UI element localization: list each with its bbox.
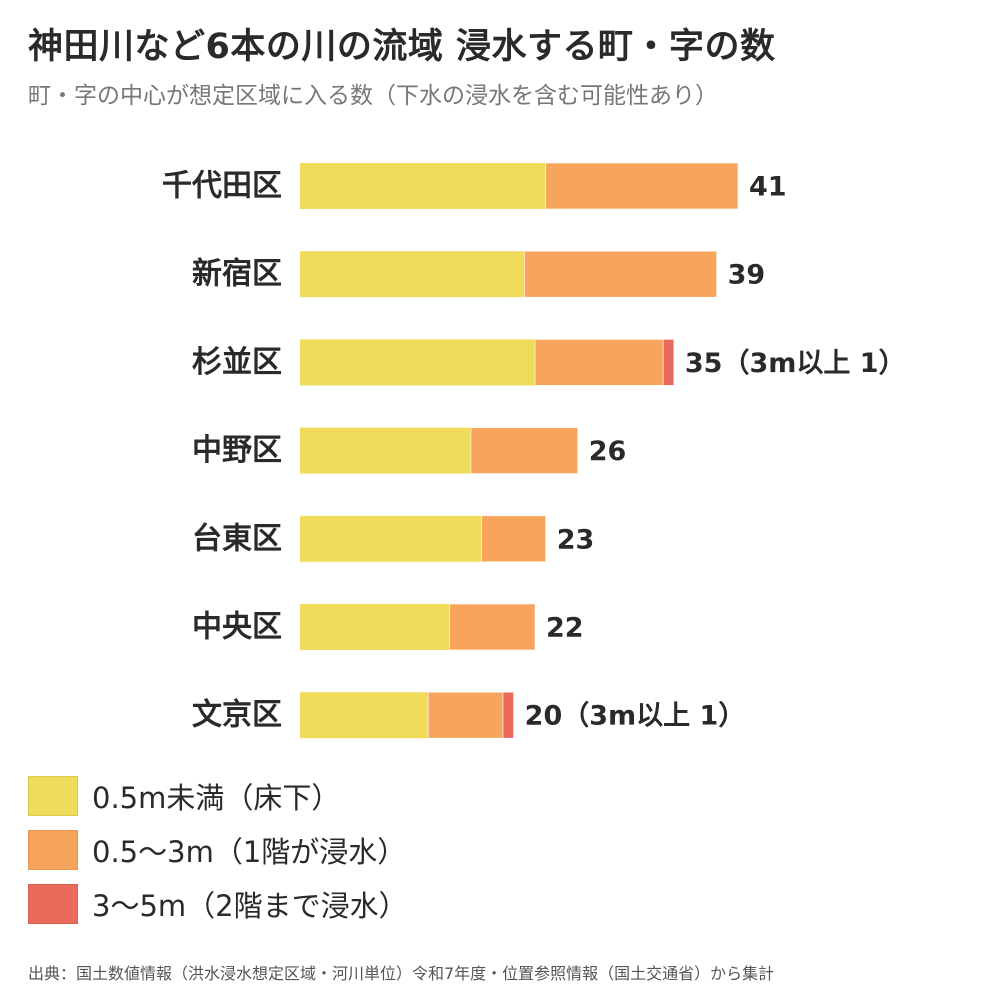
- bar-segment-bunkyo-s1: [300, 692, 429, 739]
- legend: 0.5m未満（床下） 0.5〜3m（1階が浸水） 3〜5m（2階まで浸水）: [28, 776, 408, 938]
- bar-segment-suginami-s1: [300, 339, 536, 386]
- category-label-chuo: 中央区: [192, 610, 282, 645]
- legend-item-05-to-3m: 0.5〜3m（1階が浸水）: [28, 830, 408, 870]
- bar-segment-chuo-s2: [449, 603, 536, 651]
- bar-segment-bunkyo-s3: [502, 691, 514, 739]
- category-label-suginami: 杉並区: [192, 345, 282, 380]
- bar-segment-chuo-s1: [300, 604, 450, 650]
- legend-item-3-to-5m: 3〜5m（2階まで浸水）: [28, 884, 408, 924]
- legend-swatch-05-to-3m: [28, 830, 78, 870]
- stacked-bar-chart: 千代田区 41 新宿区 39 杉並区 35（3m以上 1） 中野区 26 台東区 23 中央区 22 文…: [162, 162, 906, 739]
- value-label-chuo: 22: [546, 613, 584, 644]
- category-label-taito: 台東区: [192, 521, 282, 556]
- bar-segment-suginami-s3: [662, 339, 675, 386]
- source-note: 出典：国土数値情報（洪水浸水想定区域・河川単位）令和7年度・位置参照情報（国土交…: [28, 964, 775, 983]
- bar-segment-shinjuku-s1: [300, 251, 525, 298]
- bar-segment-shinjuku-s2: [524, 250, 717, 298]
- bar-segment-nakano-s2: [470, 427, 579, 474]
- category-label-chiyoda: 千代田区: [162, 169, 282, 204]
- bar-segment-taito-s2: [481, 515, 547, 563]
- bar-segment-chiyoda-s1: [300, 163, 546, 209]
- bar-segment-suginami-s2: [534, 339, 664, 386]
- chart-title: 神田川など6本の川の流域 浸水する町・字の数: [28, 27, 776, 67]
- chart-subtitle: 町・字の中心が想定区域に入る数（下水の浸水を含む可能性あり）: [28, 83, 718, 109]
- value-label-nakano: 26: [589, 436, 627, 467]
- legend-label-3-to-5m: 3〜5m（2階まで浸水）: [92, 889, 408, 923]
- bar-segment-nakano-s1: [300, 427, 471, 474]
- bar-segment-chiyoda-s2: [545, 162, 739, 210]
- legend-swatch-under-05m: [28, 776, 78, 816]
- legend-label-under-05m: 0.5m未満（床下）: [92, 781, 341, 815]
- bar-segment-taito-s1: [300, 515, 482, 562]
- category-label-shinjuku: 新宿区: [192, 257, 282, 292]
- legend-label-05-to-3m: 0.5〜3m（1階が浸水）: [92, 835, 407, 869]
- bar-segment-bunkyo-s2: [427, 691, 504, 739]
- category-label-bunkyo: 文京区: [192, 698, 282, 733]
- value-label-bunkyo: 20（3m以上 1）: [525, 701, 746, 732]
- value-label-chiyoda: 41: [749, 172, 787, 203]
- category-label-nakano: 中野区: [192, 433, 282, 468]
- legend-item-under-05m: 0.5m未満（床下）: [28, 776, 408, 816]
- legend-swatch-3-to-5m: [28, 884, 78, 924]
- value-label-suginami: 35（3m以上 1）: [685, 348, 906, 379]
- value-label-taito: 23: [557, 524, 595, 555]
- value-label-shinjuku: 39: [728, 260, 766, 291]
